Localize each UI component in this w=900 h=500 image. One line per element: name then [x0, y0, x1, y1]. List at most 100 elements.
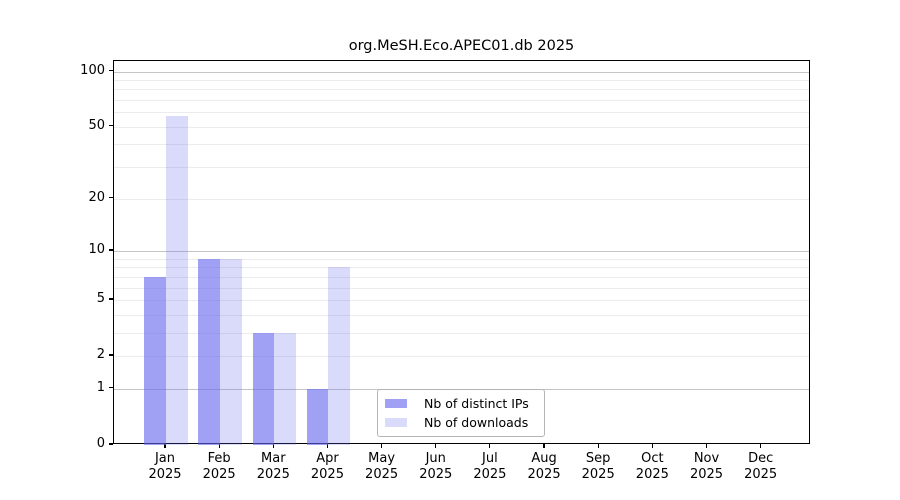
- y-tick-label: 100: [80, 62, 105, 78]
- x-tick-month: Apr: [316, 451, 339, 466]
- y-tick-label: 5: [96, 290, 105, 306]
- y-tick: [109, 69, 113, 72]
- x-tick-label: Jul 2025: [462, 451, 518, 482]
- gridline-minor: [114, 267, 809, 269]
- bar-downloads: [166, 116, 188, 445]
- gridline-minor: [114, 79, 809, 81]
- x-tick: [218, 444, 220, 448]
- y-tick: [109, 249, 113, 251]
- bar-downloads: [220, 258, 242, 445]
- x-tick-month: Jun: [425, 451, 446, 466]
- x-tick-label: Jan 2025: [137, 451, 193, 482]
- y-tick: [109, 197, 113, 199]
- x-tick-label: Apr 2025: [299, 451, 355, 482]
- x-tick-month: Jul: [482, 451, 498, 466]
- x-tick-month: Oct: [641, 451, 664, 466]
- y-tick: [109, 298, 113, 300]
- y-tick-label: 0: [96, 436, 105, 451]
- gridline-minor: [114, 314, 809, 316]
- x-tick-label: Sep 2025: [570, 451, 626, 482]
- y-tick-label: 1: [96, 379, 105, 395]
- legend: Nb of distinct IPs Nb of downloads: [377, 389, 545, 437]
- x-tick-year: 2025: [256, 466, 290, 482]
- x-tick: [381, 444, 383, 448]
- chart-title: org.MeSH.Eco.APEC01.db 2025: [348, 38, 575, 54]
- legend-label: Nb of downloads: [424, 415, 529, 430]
- legend-label: Nb of distinct IPs: [424, 396, 529, 411]
- x-tick: [164, 444, 166, 448]
- x-tick-year: 2025: [581, 466, 615, 482]
- x-tick-label: Feb 2025: [191, 451, 247, 482]
- x-tick-label: Mar 2025: [245, 451, 301, 482]
- legend-swatch-downloads: [385, 417, 407, 428]
- bar-distinct-ips: [198, 258, 221, 445]
- y-tick-label: 10: [88, 241, 105, 257]
- x-tick-year: 2025: [527, 466, 561, 482]
- x-tick-label: Dec 2025: [733, 451, 789, 482]
- gridline-minor: [114, 89, 809, 91]
- gridline-minor: [114, 258, 809, 260]
- x-tick-year: 2025: [473, 466, 507, 482]
- gridline-minor: [114, 126, 809, 128]
- legend-swatch-distinct-ips: [385, 398, 407, 409]
- x-tick: [435, 444, 437, 448]
- y-tick-label: 50: [88, 117, 105, 133]
- legend-row: Nb of downloads: [385, 413, 538, 432]
- x-tick-year: 2025: [365, 466, 399, 482]
- bar-distinct-ips: [306, 388, 329, 445]
- gridline-minor: [114, 167, 809, 169]
- gridline-minor: [114, 100, 809, 102]
- x-tick: [760, 444, 762, 448]
- y-tick: [109, 125, 113, 127]
- legend-row: Nb of distinct IPs: [385, 394, 538, 413]
- gridline-minor: [114, 276, 809, 278]
- x-tick-month: May: [368, 451, 396, 466]
- y-tick-label: 2: [96, 347, 105, 363]
- x-tick: [489, 444, 491, 448]
- gridline-minor: [114, 198, 809, 200]
- gridline-major: [114, 250, 809, 252]
- gridline-minor: [114, 332, 809, 334]
- plot-area: [113, 60, 810, 445]
- x-tick-month: Feb: [207, 451, 231, 466]
- x-tick-month: Mar: [261, 451, 286, 466]
- x-tick-year: 2025: [635, 466, 669, 482]
- x-tick-year: 2025: [419, 466, 453, 482]
- x-tick-label: Jun 2025: [408, 451, 464, 482]
- y-tick: [109, 443, 113, 445]
- gridline-minor: [114, 299, 809, 301]
- x-tick: [272, 444, 274, 448]
- gridline-minor: [114, 287, 809, 289]
- y-tick-label: 20: [88, 189, 105, 205]
- x-tick-month: Sep: [585, 451, 611, 466]
- x-tick-year: 2025: [689, 466, 724, 482]
- x-tick-month: Aug: [531, 451, 557, 466]
- x-tick: [543, 444, 545, 448]
- bar-distinct-ips: [252, 332, 275, 445]
- x-tick-label: May 2025: [354, 451, 410, 482]
- x-tick: [651, 444, 653, 448]
- gridline-major: [114, 71, 809, 73]
- x-tick: [326, 444, 329, 448]
- x-tick-month: Nov: [693, 451, 720, 466]
- bar-downloads: [328, 267, 351, 445]
- x-tick: [705, 444, 708, 448]
- gridline-minor: [114, 112, 809, 114]
- y-tick: [109, 354, 113, 356]
- x-tick-month: Dec: [748, 451, 774, 466]
- x-tick-year: 2025: [202, 466, 236, 482]
- bar-distinct-ips: [144, 276, 166, 445]
- x-tick-label: Aug 2025: [516, 451, 572, 482]
- gridline-minor: [114, 356, 809, 358]
- x-tick-year: 2025: [310, 466, 344, 482]
- x-tick-label: Nov 2025: [679, 451, 735, 482]
- bar-downloads: [274, 332, 296, 445]
- x-tick-year: 2025: [148, 466, 182, 482]
- x-tick-year: 2025: [744, 466, 778, 482]
- y-tick: [109, 387, 113, 389]
- x-tick-label: Oct 2025: [624, 451, 680, 482]
- x-tick: [597, 444, 599, 448]
- x-tick-month: Jan: [154, 451, 176, 466]
- gridline-minor: [114, 144, 809, 146]
